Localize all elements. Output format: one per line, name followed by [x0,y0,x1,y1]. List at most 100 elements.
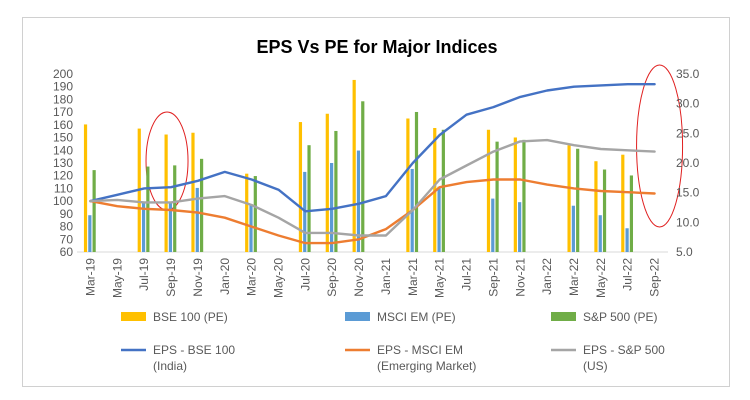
y-left-tick-label: 110 [54,181,73,195]
bar-msci-em-pe [491,198,495,252]
bar-bse-100-pe [513,137,517,252]
bar-s-p-500-pe [522,139,526,252]
x-tick-label: Mar-19 [83,258,97,296]
legend-label: EPS - MSCI EM [377,343,463,357]
legend: BSE 100 (PE) MSCI EM (PE) S&P 500 (PE) EPS … [121,310,665,373]
legend-swatch-msci-em-pe [345,312,370,321]
x-tick-label: May-19 [110,258,124,298]
bar-s-p-500-pe [307,145,311,252]
bar-msci-em-pe [330,163,334,252]
y-left-tick-label: 200 [53,67,73,81]
y-left-tick-label: 190 [53,80,73,94]
axes: 6070809010011012013014015016017018019020… [53,67,700,298]
x-tick-label: Jan-21 [379,258,393,295]
bar-s-p-500-pe [92,170,96,252]
bar-bse-100-pe [191,132,195,252]
x-tick-label: Mar-21 [406,258,420,296]
bar-s-p-500-pe [441,129,445,252]
chart-title: EPS Vs PE for Major Indices [256,37,497,57]
x-tick-label: Nov-21 [513,258,527,297]
annotation-ellipse [636,64,684,228]
bar-s-p-500-pe [602,169,607,252]
y-left-tick-label: 70 [60,232,74,246]
y-right-tick-label: 30.0 [676,97,700,111]
x-tick-label: Jul-22 [621,258,635,291]
x-tick-label: Jan-22 [540,258,554,295]
bar-s-p-500-pe [576,148,580,252]
y-right-tick-label: 25.0 [676,126,700,140]
y-right-tick-label: 10.0 [676,215,700,229]
bar-bse-100-pe [298,122,303,252]
y-left-tick-label: 120 [53,169,73,183]
x-tick-label: Mar-20 [245,258,259,296]
legend-label: MSCI EM (PE) [377,310,456,324]
bar-msci-em-pe [571,205,575,252]
x-tick-label: Sep-19 [164,258,178,297]
bar-msci-em-pe [437,186,441,252]
x-tick-label: Sep-21 [486,258,500,297]
line-eps-msci-em [89,178,656,245]
bar-msci-em-pe [195,187,199,252]
bar-bse-100-pe [486,129,491,252]
line-eps-s-p-500 [89,138,656,237]
chart-frame: EPS Vs PE for Major Indices 60 70 80 90 100 1… [22,17,730,387]
y-right-tick-label: 35.0 [676,67,700,81]
bar-s-p-500-pe [629,175,634,252]
bar-msci-em-pe [88,215,92,252]
x-tick-label: Jul-21 [460,258,474,291]
bar-s-p-500-pe [361,101,365,252]
legend-swatch-s-p-500-pe [551,312,576,321]
line-eps-bse-100 [89,82,656,213]
y-left-tick-label: 80 [60,220,74,234]
y-left-tick-label: 90 [60,207,74,221]
lines [89,82,656,245]
legend-label: BSE 100 (PE) [153,310,228,324]
bar-msci-em-pe [598,215,602,252]
y-right-tick-label: 15.0 [676,186,700,200]
bar-s-p-500-pe [253,176,257,252]
legend-label: S&P 500 (PE) [583,310,657,324]
x-tick-label: Nov-20 [352,258,366,297]
x-tick-label: May-20 [271,258,285,298]
bar-bse-100-pe [164,134,168,252]
bar-bse-100-pe [325,113,329,253]
bar-s-p-500-pe [334,130,338,252]
bar-bse-100-pe [567,145,571,252]
y-left-tick-label: 100 [53,194,73,208]
bar-bse-100-pe [352,79,356,252]
x-tick-label: Jul-20 [298,258,312,291]
bars [83,79,634,253]
bar-s-p-500-pe [199,158,204,252]
legend-label: EPS - BSE 100 [153,343,235,357]
legend-swatch-bse-100-pe [121,312,146,321]
bar-bse-100-pe [594,161,598,252]
bar-msci-em-pe [356,150,361,252]
legend-label: EPS - S&P 500 [583,343,665,357]
y-left-tick-label: 130 [53,156,73,170]
x-tick-label: May-21 [433,258,447,298]
y-left-tick-label: 170 [53,105,73,119]
y-left-tick-label: 180 [53,92,73,106]
bar-msci-em-pe [249,204,253,252]
bar-bse-100-pe [406,118,410,252]
bar-bse-100-pe [83,124,88,252]
bar-msci-em-pe [625,228,629,252]
bar-s-p-500-pe [414,111,419,253]
legend-sublabel: (Emerging Market) [377,359,476,373]
bar-s-p-500-pe [173,165,177,252]
y-left-tick-label: 140 [53,143,73,157]
legend-sublabel: (US) [583,359,608,373]
bar-bse-100-pe [621,154,625,252]
x-tick-label: Jan-20 [218,258,232,295]
bar-msci-em-pe [518,202,522,252]
bar-s-p-500-pe [495,141,499,252]
x-tick-label: Mar-22 [567,258,581,296]
x-tick-label: Sep-22 [648,258,662,297]
y-left-tick-label: 160 [53,118,73,132]
y-left-tick-label: 150 [53,131,73,145]
y-right-tick-label: 20.0 [676,156,700,170]
bar-bse-100-pe [245,173,249,252]
x-tick-label: Jul-19 [137,258,151,291]
x-tick-label: Sep-20 [325,258,339,297]
chart-canvas: EPS Vs PE for Major Indices 607080901001… [53,37,700,373]
